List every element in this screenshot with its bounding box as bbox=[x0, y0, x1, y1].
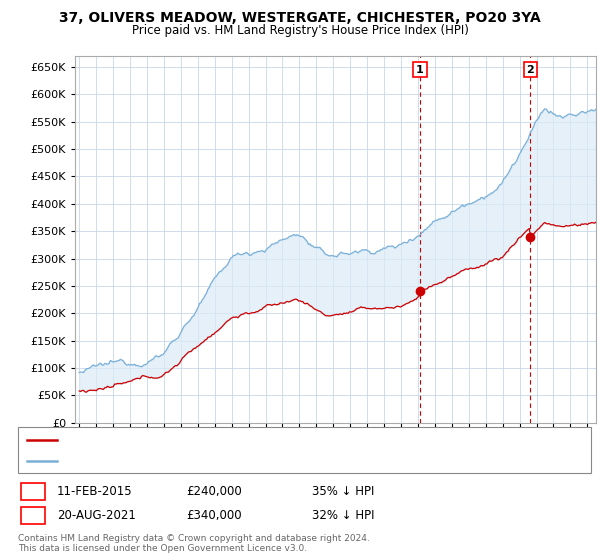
Text: 2: 2 bbox=[29, 508, 37, 522]
Text: 1: 1 bbox=[416, 65, 424, 74]
Text: Price paid vs. HM Land Registry's House Price Index (HPI): Price paid vs. HM Land Registry's House … bbox=[131, 24, 469, 36]
Text: Contains HM Land Registry data © Crown copyright and database right 2024.
This d: Contains HM Land Registry data © Crown c… bbox=[18, 534, 370, 553]
Text: £240,000: £240,000 bbox=[186, 484, 242, 498]
Text: 32% ↓ HPI: 32% ↓ HPI bbox=[312, 508, 374, 522]
Text: 20-AUG-2021: 20-AUG-2021 bbox=[57, 508, 136, 522]
Text: 1: 1 bbox=[29, 484, 37, 498]
Text: HPI: Average price, detached house, Arun: HPI: Average price, detached house, Arun bbox=[63, 456, 281, 466]
Text: £340,000: £340,000 bbox=[186, 508, 242, 522]
Text: 37, OLIVERS MEADOW, WESTERGATE, CHICHESTER, PO20 3YA: 37, OLIVERS MEADOW, WESTERGATE, CHICHEST… bbox=[59, 11, 541, 25]
Text: 37, OLIVERS MEADOW, WESTERGATE, CHICHESTER, PO20 3YA (detached house): 37, OLIVERS MEADOW, WESTERGATE, CHICHEST… bbox=[63, 435, 481, 445]
Text: 2: 2 bbox=[526, 65, 534, 74]
Text: 11-FEB-2015: 11-FEB-2015 bbox=[57, 484, 133, 498]
Text: 35% ↓ HPI: 35% ↓ HPI bbox=[312, 484, 374, 498]
